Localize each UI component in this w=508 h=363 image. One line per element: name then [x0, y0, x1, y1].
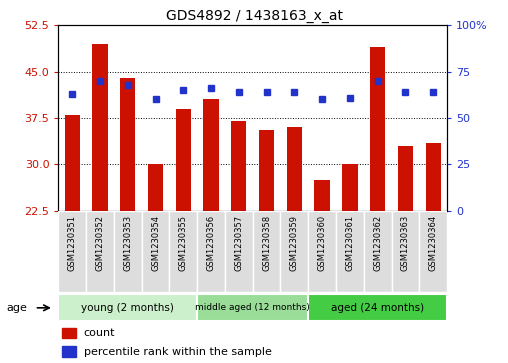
Bar: [392, 211, 419, 292]
Text: GSM1230352: GSM1230352: [96, 215, 105, 271]
Bar: [287, 127, 302, 211]
Bar: [142, 211, 170, 292]
Bar: [58, 294, 197, 321]
Bar: [176, 109, 191, 211]
Text: GSM1230355: GSM1230355: [179, 215, 188, 271]
Text: GDS4892 / 1438163_x_at: GDS4892 / 1438163_x_at: [166, 9, 342, 23]
Bar: [114, 211, 142, 292]
Bar: [58, 211, 86, 292]
Text: count: count: [84, 328, 115, 338]
Bar: [170, 211, 197, 292]
Bar: [62, 327, 76, 338]
Text: GSM1230351: GSM1230351: [68, 215, 77, 271]
Text: GSM1230362: GSM1230362: [373, 215, 382, 271]
Bar: [62, 346, 76, 357]
Bar: [197, 294, 308, 321]
Bar: [120, 78, 136, 211]
Text: percentile rank within the sample: percentile rank within the sample: [84, 347, 272, 356]
Bar: [259, 130, 274, 211]
Bar: [65, 115, 80, 211]
Bar: [92, 44, 108, 211]
Bar: [197, 211, 225, 292]
Text: middle aged (12 months): middle aged (12 months): [196, 303, 310, 312]
Text: GSM1230364: GSM1230364: [429, 215, 438, 271]
Text: GSM1230360: GSM1230360: [318, 215, 327, 271]
Text: GSM1230359: GSM1230359: [290, 215, 299, 271]
Text: GSM1230363: GSM1230363: [401, 215, 410, 271]
Text: GSM1230357: GSM1230357: [234, 215, 243, 271]
Bar: [336, 211, 364, 292]
Text: aged (24 months): aged (24 months): [331, 303, 424, 313]
Text: young (2 months): young (2 months): [81, 303, 174, 313]
Bar: [426, 143, 441, 211]
Bar: [364, 211, 392, 292]
Bar: [204, 99, 219, 211]
Bar: [370, 47, 385, 211]
Text: GSM1230353: GSM1230353: [123, 215, 132, 271]
Bar: [398, 146, 413, 211]
Text: GSM1230361: GSM1230361: [345, 215, 355, 271]
Bar: [148, 164, 163, 211]
Text: age: age: [7, 303, 27, 313]
Text: GSM1230356: GSM1230356: [207, 215, 215, 271]
Text: GSM1230354: GSM1230354: [151, 215, 160, 271]
Bar: [225, 211, 253, 292]
Bar: [419, 211, 447, 292]
Bar: [308, 294, 447, 321]
Bar: [86, 211, 114, 292]
Bar: [314, 180, 330, 211]
Text: GSM1230358: GSM1230358: [262, 215, 271, 271]
Bar: [280, 211, 308, 292]
Bar: [342, 164, 358, 211]
Bar: [308, 211, 336, 292]
Bar: [231, 121, 246, 211]
Bar: [253, 211, 280, 292]
